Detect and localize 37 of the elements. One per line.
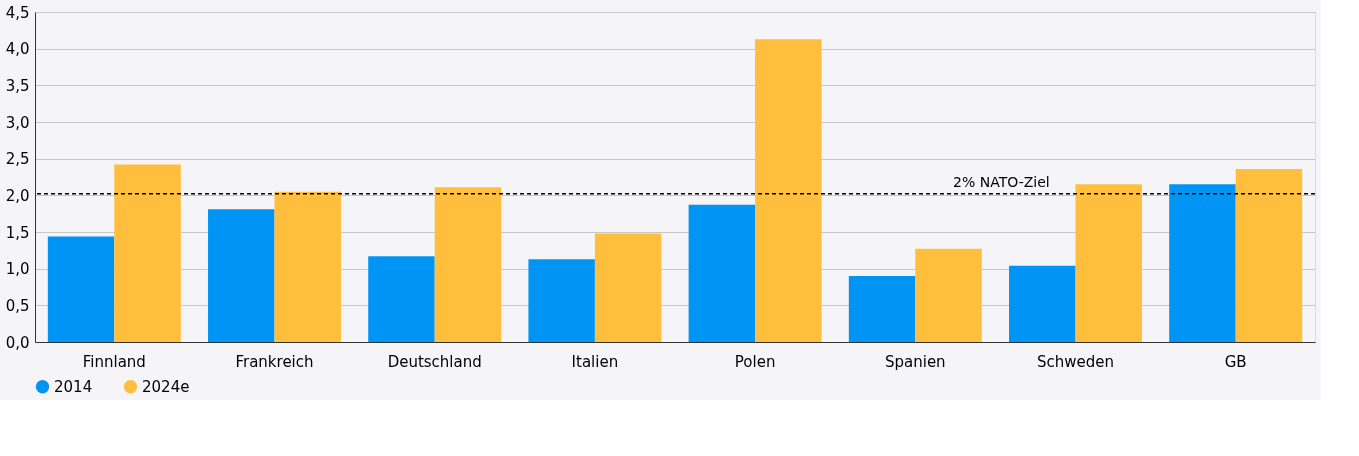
y-tick-label: 3,5 — [5, 76, 30, 95]
bar — [755, 39, 822, 342]
bar — [848, 276, 916, 342]
x-tick-label: GB — [1224, 352, 1247, 371]
x-tick-label: Frankreich — [235, 352, 314, 371]
y-tick-label: 4,5 — [5, 3, 30, 22]
y-tick-label: 1,0 — [5, 260, 30, 279]
y-tick-label: 2,0 — [5, 186, 30, 205]
bar — [1009, 265, 1076, 342]
bar — [47, 236, 115, 342]
bar — [594, 233, 662, 342]
y-tick-label: 0,0 — [5, 333, 30, 352]
y-tick-label: 3,0 — [5, 113, 30, 132]
bar — [368, 256, 435, 342]
y-tick-label: 2,5 — [5, 150, 30, 169]
x-tick-label: Finnland — [82, 352, 146, 371]
ref-line-label: 2% NATO-Ziel — [953, 173, 1050, 190]
bar — [688, 204, 756, 342]
bar — [528, 259, 595, 342]
bar — [274, 191, 341, 342]
bar — [1075, 184, 1142, 342]
bar — [1235, 168, 1303, 342]
bar — [114, 164, 181, 342]
y-tick-label: 1,5 — [5, 223, 30, 242]
legend-label: 2024e — [142, 377, 190, 396]
bar — [208, 209, 275, 342]
legend-label: 2014 — [54, 377, 93, 396]
bar — [915, 248, 982, 342]
y-tick-label: 0,5 — [5, 296, 30, 315]
bar — [434, 187, 502, 342]
y-tick-label: 4,0 — [5, 40, 30, 59]
x-tick-label: Polen — [734, 352, 776, 371]
bar — [1169, 184, 1236, 342]
x-tick-label: Deutschland — [387, 352, 482, 371]
x-tick-label: Schweden — [1036, 352, 1115, 371]
x-tick-label: Spanien — [884, 352, 946, 371]
x-tick-label: Italien — [571, 352, 619, 371]
